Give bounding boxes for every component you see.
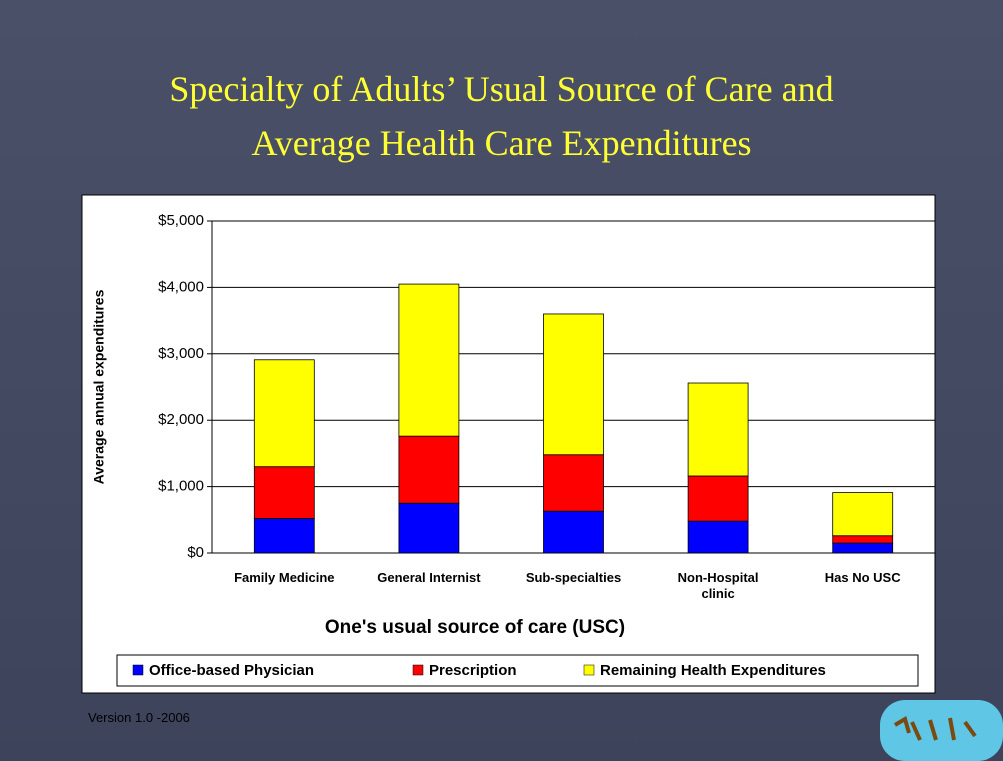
x-tick-label: Has No USC xyxy=(824,570,901,585)
bar-segment xyxy=(253,518,315,554)
slide-title: Specialty of Adults’ Usual Source of Car… xyxy=(169,69,834,109)
slide-title: Average Health Care Expenditures xyxy=(251,123,752,163)
legend-swatch xyxy=(132,664,144,676)
x-axis-title: One's usual source of care (USC) xyxy=(325,617,625,638)
x-tick-label: General Internist xyxy=(377,570,481,585)
bar-segment xyxy=(253,466,315,519)
bar-segment xyxy=(687,520,749,554)
legend-label: Prescription xyxy=(429,662,517,679)
bar-segment xyxy=(543,454,604,512)
legend-label: Office-based Physician xyxy=(149,662,314,679)
legend-label: Remaining Health Expenditures xyxy=(600,662,826,679)
y-tick-label: $0 xyxy=(187,544,204,561)
legend-swatch xyxy=(412,664,424,676)
y-tick-label: $2,000 xyxy=(158,411,204,428)
x-tick-label: Family Medicine xyxy=(234,570,335,585)
bar-segment xyxy=(687,475,749,522)
x-tick-label: Non-Hospital clinic xyxy=(677,570,759,601)
x-tick-label: Sub-specialties xyxy=(525,570,622,585)
logo xyxy=(880,700,1003,761)
bar-segment xyxy=(398,283,460,437)
bar-segment xyxy=(687,382,749,477)
bar-segment xyxy=(832,542,894,554)
y-tick-label: $3,000 xyxy=(158,345,204,362)
y-tick-label: $1,000 xyxy=(158,478,204,495)
bar-segment xyxy=(253,359,315,468)
bar-segment xyxy=(832,535,894,544)
bar-segment xyxy=(398,435,460,504)
bar-segment xyxy=(832,492,894,537)
legend-swatch xyxy=(583,664,595,676)
footer: Version 1.0 -2006 xyxy=(88,710,190,725)
y-axis-title: Average annual expenditures xyxy=(91,289,107,484)
y-tick-label: $4,000 xyxy=(158,278,204,295)
bar-segment xyxy=(398,502,460,554)
legend-box xyxy=(116,654,919,687)
chart-area xyxy=(81,194,936,694)
bar-segment xyxy=(543,313,604,456)
y-tick-label: $5,000 xyxy=(158,212,204,229)
bar-segment xyxy=(543,510,604,554)
